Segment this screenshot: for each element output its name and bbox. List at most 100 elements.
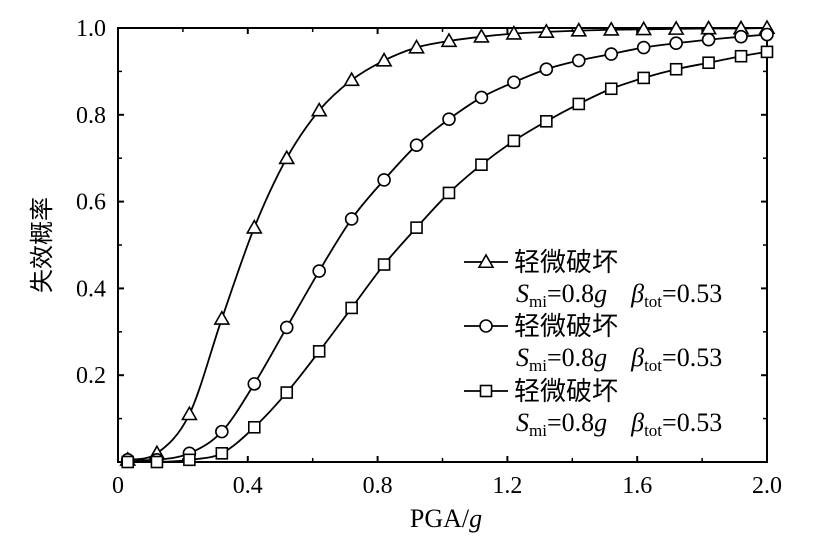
data-point	[442, 186, 456, 200]
legend-param-param-beta-sym: β	[630, 343, 644, 372]
legend-param-param-beta-val: =0.53	[662, 408, 722, 437]
data-point	[247, 420, 261, 434]
data-point	[247, 377, 262, 391]
data-point	[183, 453, 196, 467]
legend-param-param-beta-sub: tot	[644, 292, 662, 311]
legend-param-param-S-sub: mi	[529, 292, 547, 311]
data-point	[278, 149, 296, 165]
legend-params: Smi=0.8g βtot=0.53	[516, 343, 722, 375]
legend-param-param-S-sym: S	[516, 408, 529, 437]
legend-series-name: 轻微破坏	[514, 248, 618, 278]
data-point	[637, 71, 650, 85]
data-point	[312, 264, 326, 278]
legend-param-param-beta-sym: β	[630, 408, 644, 437]
data-point	[475, 158, 488, 172]
legend-param-param-S-sym: S	[516, 343, 529, 372]
x-tick-label: 0.8	[363, 473, 393, 499]
legend-marker-square	[479, 384, 493, 398]
data-point	[760, 27, 774, 42]
legend-param-param-S-val: =0.8	[547, 279, 594, 308]
y-axis-title: 失效概率	[28, 197, 56, 293]
legend-param-param-S-sub: mi	[529, 421, 547, 440]
data-point	[570, 21, 588, 37]
data-point	[121, 455, 135, 469]
y-tick-label: 0.8	[76, 103, 106, 129]
x-axis-title-main: PGA/	[410, 504, 470, 533]
legend-marker-circle	[479, 319, 493, 333]
data-point	[215, 424, 229, 439]
data-point	[572, 97, 586, 111]
x-tick-label: 1.6	[622, 473, 652, 499]
x-tick-label: 2.0	[752, 473, 782, 499]
x-tick-label: 1.2	[492, 473, 522, 499]
data-point	[702, 56, 715, 70]
data-point	[440, 32, 458, 48]
x-axis-ticks: 0 0.4 0.8 1.2 1.6 2.0	[112, 28, 782, 499]
data-point	[571, 53, 586, 68]
data-point	[215, 447, 229, 460]
data-point	[181, 405, 198, 421]
y-tick-label: 0.6	[76, 190, 106, 216]
data-point	[280, 386, 294, 399]
data-point	[279, 320, 294, 335]
axes-frame	[117, 27, 768, 463]
data-point	[150, 455, 164, 469]
data-point	[507, 75, 521, 90]
data-point	[410, 221, 423, 234]
data-point	[473, 28, 490, 43]
data-point	[507, 134, 521, 148]
data-point	[343, 71, 361, 87]
data-point	[669, 62, 683, 76]
y-tick-label: 1.0	[76, 16, 106, 42]
y-tick-label: 0.4	[76, 276, 106, 302]
legend-param-param-S-val: =0.8	[547, 408, 594, 437]
series-square	[121, 45, 774, 469]
data-point	[345, 301, 358, 315]
data-point	[760, 45, 774, 59]
data-point	[604, 82, 618, 96]
data-point	[701, 32, 716, 47]
legend-param-param-g: g	[594, 343, 607, 372]
series-line	[127, 33, 768, 462]
legend-param-param-g: g	[594, 279, 607, 308]
data-point	[604, 47, 619, 61]
data-point	[409, 138, 424, 152]
legend-param-param-S-sub: mi	[529, 356, 547, 375]
data-point	[734, 49, 748, 63]
x-axis-title: PGA/g	[410, 504, 482, 533]
x-axis-title-unit: g	[469, 504, 482, 533]
legend-param-param-beta-val: =0.53	[662, 343, 722, 372]
data-point	[602, 21, 620, 36]
legend-series-name: 轻微破坏	[514, 377, 618, 407]
data-point	[474, 90, 489, 105]
data-point	[667, 20, 685, 35]
data-point	[669, 36, 683, 50]
x-tick-label: 0.4	[233, 473, 263, 499]
legend-series-name: 轻微破坏	[514, 312, 618, 342]
legend-param-param-beta-sub: tot	[644, 421, 662, 440]
data-point	[505, 25, 523, 40]
series-circle	[120, 27, 774, 467]
data-point	[734, 29, 748, 44]
data-point	[245, 219, 263, 234]
data-point	[377, 258, 391, 271]
legend-param-param-S-val: =0.8	[547, 343, 594, 372]
x-tick-label: 0	[112, 473, 124, 499]
data-point	[635, 20, 653, 36]
data-point	[310, 101, 328, 117]
data-point	[375, 51, 393, 67]
data-point	[408, 38, 425, 54]
legend-param-param-S-sym: S	[516, 279, 529, 308]
data-point	[344, 212, 359, 226]
data-point	[540, 115, 553, 128]
legend-param-param-g: g	[594, 408, 607, 437]
data-point	[539, 62, 554, 77]
legend-param-param-beta-sym: β	[630, 279, 644, 308]
series-layer	[119, 19, 776, 469]
series-line	[127, 27, 768, 461]
legend-param-param-beta-sub: tot	[644, 356, 662, 375]
